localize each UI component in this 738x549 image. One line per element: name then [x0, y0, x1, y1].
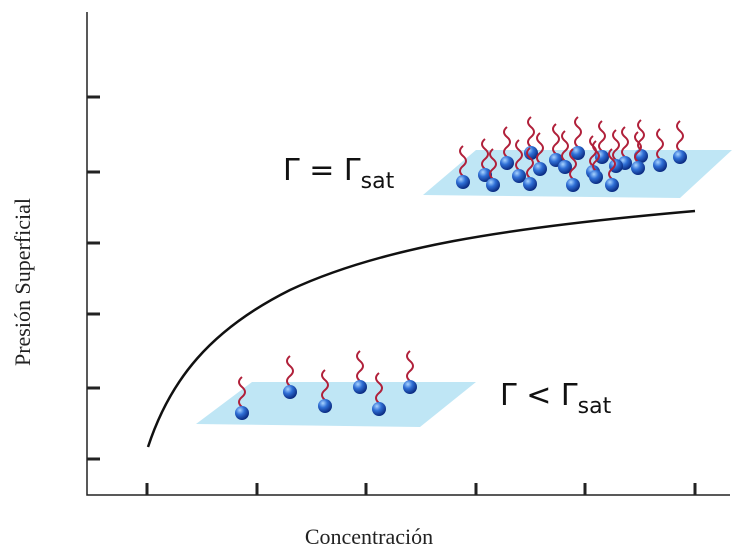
head: [486, 178, 500, 192]
head: [512, 169, 526, 183]
tail: [406, 350, 414, 382]
head: [456, 175, 470, 189]
annotation-text: Γ = Γ: [283, 153, 361, 188]
head: [353, 380, 367, 394]
plane-bottom: [196, 382, 476, 427]
head: [523, 177, 537, 191]
molecules: [235, 116, 687, 420]
tail: [552, 123, 560, 155]
head: [673, 150, 687, 164]
head: [500, 156, 514, 170]
tail: [569, 148, 577, 180]
head: [533, 162, 547, 176]
tail: [356, 350, 364, 382]
tail: [515, 139, 523, 171]
head: [283, 385, 297, 399]
tail: [598, 120, 606, 152]
tail: [621, 126, 629, 158]
head: [631, 161, 645, 175]
tail: [489, 148, 497, 180]
curve: [146, 209, 696, 448]
x-ticks: [145, 483, 697, 495]
head: [605, 178, 619, 192]
tail: [375, 372, 383, 404]
tail: [321, 369, 329, 401]
head: [478, 168, 492, 182]
head: [589, 170, 603, 184]
x-label: Concentración: [305, 524, 433, 549]
head: [566, 178, 580, 192]
y-ticks: [87, 95, 100, 461]
tail: [608, 148, 616, 180]
annotation: Γ < Γsat: [500, 378, 612, 419]
axes: [86, 12, 730, 496]
head: [403, 380, 417, 394]
head: [653, 158, 667, 172]
tail: [238, 376, 246, 408]
tail: [526, 147, 534, 179]
head: [318, 399, 332, 413]
head: [372, 402, 386, 416]
head: [235, 406, 249, 420]
tail: [561, 130, 569, 162]
annotation-text: Γ < Γ: [500, 378, 578, 413]
tail: [503, 126, 511, 158]
tail: [286, 355, 294, 387]
tail: [612, 129, 620, 161]
tail: [592, 140, 600, 172]
tail: [634, 131, 642, 163]
tail: [536, 132, 544, 164]
annotation-sub: sat: [578, 394, 612, 419]
y-label: Presión Superficial: [10, 198, 35, 366]
tail: [676, 120, 684, 152]
tail: [459, 145, 467, 177]
tail: [574, 116, 582, 148]
head: [558, 160, 572, 174]
annotation-sub: sat: [361, 169, 395, 194]
tail: [527, 116, 535, 148]
head: [571, 146, 585, 160]
annotation: Γ = Γsat: [283, 153, 395, 194]
tail: [637, 119, 645, 151]
tail: [481, 138, 489, 170]
tail: [656, 128, 664, 160]
